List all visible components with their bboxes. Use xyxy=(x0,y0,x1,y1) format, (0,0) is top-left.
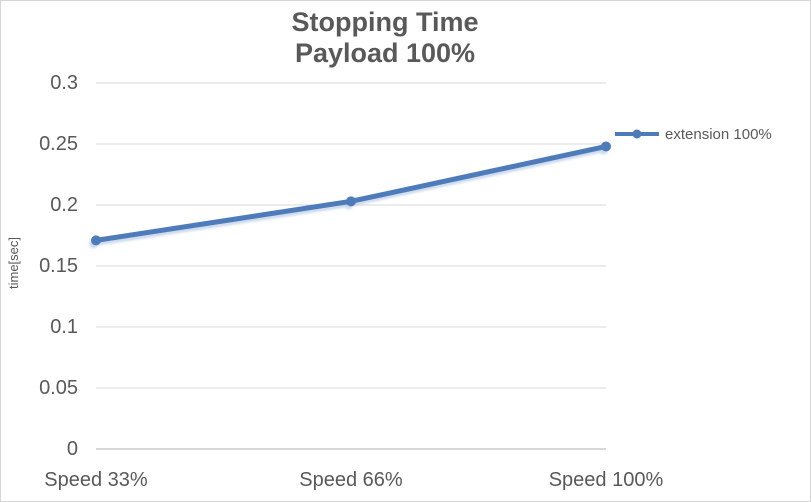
data-point-marker xyxy=(346,196,356,207)
x-category-label: Speed 33% xyxy=(44,469,148,491)
y-tick-label: 0.2 xyxy=(50,194,78,216)
chart-title-block: Stopping Time Payload 100% xyxy=(1,7,769,69)
data-point-marker xyxy=(91,235,101,246)
x-category-label: Speed 100% xyxy=(548,469,664,491)
x-category-label: Speed 66% xyxy=(299,469,403,491)
data-point-marker xyxy=(601,141,611,152)
legend-marker-icon xyxy=(615,129,659,139)
chart-subtitle: Payload 100% xyxy=(294,38,476,68)
series-line xyxy=(93,143,609,243)
y-tick-label: 0 xyxy=(66,438,78,460)
y-tick-label: 0.15 xyxy=(39,255,78,277)
chart-title: Stopping Time xyxy=(291,7,479,37)
legend: extension 100% xyxy=(615,125,772,143)
y-tick-label: 0.3 xyxy=(50,72,78,94)
y-tick-label: 0.25 xyxy=(39,133,78,155)
legend-series-label: extension 100% xyxy=(665,125,772,143)
y-tick-label: 0.1 xyxy=(50,316,78,338)
y-tick-label: 0.05 xyxy=(39,377,78,399)
